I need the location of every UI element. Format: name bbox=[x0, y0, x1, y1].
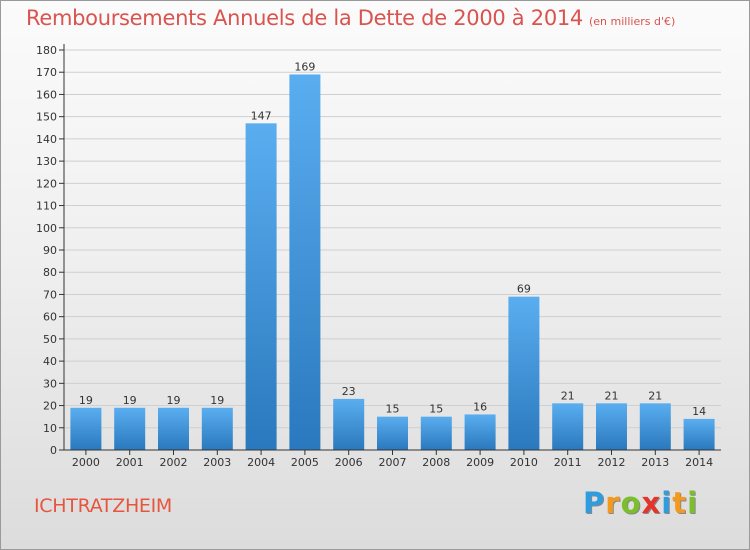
bar-value-label: 19 bbox=[210, 394, 224, 407]
bar-value-label: 16 bbox=[473, 400, 487, 413]
x-tick-label: 2001 bbox=[116, 456, 144, 469]
logo-letter: t bbox=[672, 486, 688, 520]
y-tick-label: 170 bbox=[36, 66, 57, 79]
bar-2013 bbox=[639, 403, 671, 450]
x-tick-label: 2010 bbox=[510, 456, 538, 469]
bar-2008 bbox=[420, 416, 452, 450]
bar-2006 bbox=[333, 398, 365, 450]
x-tick-label: 2014 bbox=[685, 456, 713, 469]
bar-value-label: 169 bbox=[294, 60, 315, 73]
y-tick-label: 30 bbox=[43, 377, 57, 390]
bars: 19 19 19 19 147 169 23 15 15 16 69 21 21 21 14 bbox=[70, 60, 715, 450]
bar-2000 bbox=[70, 407, 102, 450]
x-tick-label: 2003 bbox=[203, 456, 231, 469]
logo-letter: i bbox=[687, 486, 699, 520]
bar-value-label: 19 bbox=[167, 394, 181, 407]
bar-2010 bbox=[508, 296, 540, 450]
logo-letter: x bbox=[641, 486, 662, 520]
y-tick-label: 120 bbox=[36, 177, 57, 190]
logo-letter: P bbox=[583, 486, 606, 520]
y-tick-label: 130 bbox=[36, 155, 57, 168]
bar-value-label: 23 bbox=[342, 385, 356, 398]
bar-value-label: 19 bbox=[79, 394, 93, 407]
x-tick-label: 2002 bbox=[160, 456, 188, 469]
bar-value-label: 15 bbox=[386, 403, 400, 416]
bar-2012 bbox=[596, 403, 627, 450]
bar-value-label: 21 bbox=[561, 389, 575, 402]
bar-2004 bbox=[245, 123, 277, 450]
x-tick-label: 2009 bbox=[466, 456, 494, 469]
logo-letter: o bbox=[620, 486, 642, 520]
x-tick-label: 2004 bbox=[247, 456, 275, 469]
bar-2001 bbox=[114, 407, 146, 450]
commune-name: ICHTRATZHEIM bbox=[34, 495, 173, 517]
logo-letter: r bbox=[605, 486, 621, 520]
y-tick-label: 0 bbox=[50, 444, 57, 457]
y-tick-label: 80 bbox=[43, 266, 57, 279]
y-tick-label: 150 bbox=[36, 111, 57, 124]
y-tick-label: 180 bbox=[36, 44, 57, 57]
y-tick-label: 50 bbox=[43, 333, 57, 346]
bar-2005 bbox=[289, 74, 321, 450]
chart-title-text: Remboursements Annuels de la Dette de 20… bbox=[26, 6, 583, 30]
proxiti-logo: Proxiti bbox=[583, 486, 698, 520]
x-tick-label: 2013 bbox=[641, 456, 669, 469]
axes: 0 10 20 30 40 50 60 70 80 90 100 110 120 130 140 150 160… bbox=[36, 44, 721, 469]
bar-2014 bbox=[683, 418, 715, 450]
logo-letter: i bbox=[661, 486, 673, 520]
grid-lines bbox=[64, 49, 721, 429]
y-tick-label: 60 bbox=[43, 311, 57, 324]
x-tick-label: 2011 bbox=[554, 456, 582, 469]
x-tick-label: 2012 bbox=[598, 456, 626, 469]
x-tick-label: 2000 bbox=[72, 456, 100, 469]
y-tick-label: 160 bbox=[36, 88, 57, 101]
x-tick-label: 2007 bbox=[379, 456, 407, 469]
bar-value-label: 69 bbox=[517, 283, 531, 296]
y-tick-label: 110 bbox=[36, 200, 57, 213]
x-tick-label: 2005 bbox=[291, 456, 319, 469]
bar-2009 bbox=[464, 414, 496, 450]
y-tick-label: 100 bbox=[36, 222, 57, 235]
bar-value-label: 15 bbox=[429, 403, 443, 416]
y-tick-label: 40 bbox=[43, 355, 57, 368]
chart-title: Remboursements Annuels de la Dette de 20… bbox=[26, 6, 675, 30]
bar-2007 bbox=[377, 416, 408, 450]
y-tick-label: 20 bbox=[43, 400, 57, 413]
bar-2003 bbox=[201, 407, 233, 450]
bar-2002 bbox=[158, 407, 189, 450]
chart-subtitle: (en milliers d'€) bbox=[589, 15, 676, 28]
y-tick-label: 70 bbox=[43, 288, 57, 301]
bar-value-label: 14 bbox=[692, 405, 706, 418]
y-tick-label: 10 bbox=[43, 422, 57, 435]
bar-value-label: 21 bbox=[605, 389, 619, 402]
y-tick-label: 140 bbox=[36, 133, 57, 146]
x-tick-label: 2006 bbox=[335, 456, 363, 469]
bar-value-label: 147 bbox=[251, 109, 272, 122]
bar-value-label: 21 bbox=[648, 389, 662, 402]
bar-value-label: 19 bbox=[123, 394, 137, 407]
y-tick-label: 90 bbox=[43, 244, 57, 257]
bar-2011 bbox=[552, 403, 584, 450]
x-tick-label: 2008 bbox=[422, 456, 450, 469]
